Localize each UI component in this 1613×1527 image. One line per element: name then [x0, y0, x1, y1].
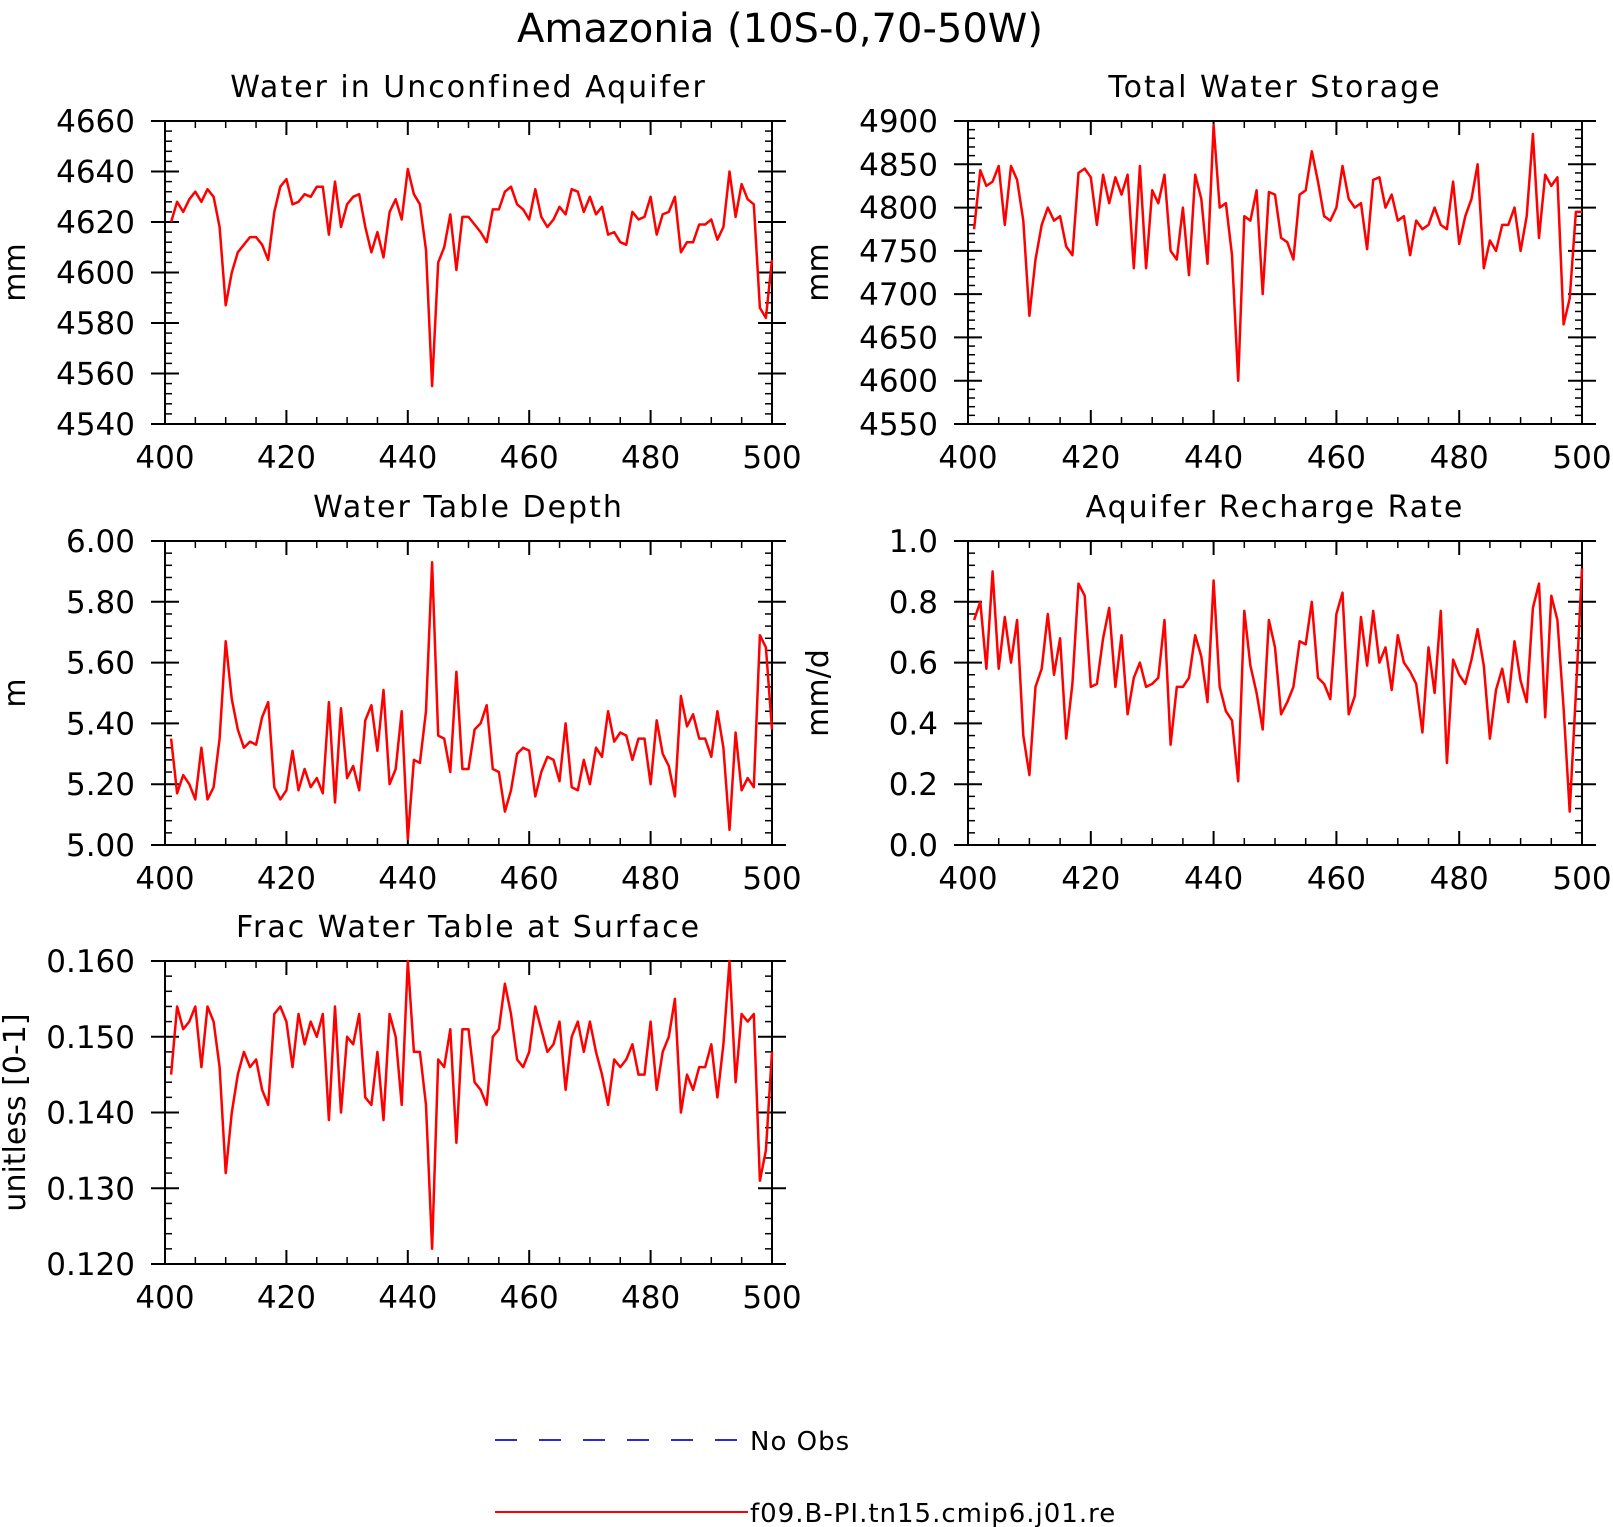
y-tick-label: 0.120	[46, 1247, 135, 1283]
x-tick-label: 440	[1184, 440, 1243, 476]
y-tick-label: 5.40	[66, 706, 135, 742]
x-tick-label: 400	[938, 861, 997, 897]
series-line	[169, 959, 774, 1251]
x-tick-label: 400	[938, 440, 997, 476]
series-line	[972, 568, 1584, 813]
legend-label-model: f09.B-PI.tn15.cmip6.j01.re	[750, 1499, 1116, 1527]
x-tick-label: 500	[1552, 861, 1611, 897]
y-tick-label: 0.0	[889, 828, 938, 864]
x-tick-label: 480	[621, 1280, 680, 1316]
plot-frame	[164, 120, 773, 425]
x-tick-label: 460	[1307, 440, 1366, 476]
y-tick-label: 0.160	[46, 944, 135, 980]
x-tick-label: 480	[1430, 440, 1489, 476]
x-tick-label: 460	[500, 1280, 559, 1316]
y-tick-label: 0.6	[889, 646, 938, 682]
y-tick-label: 6.00	[66, 524, 135, 560]
legend-label-no-obs: No Obs	[750, 1427, 850, 1457]
x-tick-label: 500	[742, 1280, 801, 1316]
y-tick-label: 4560	[56, 357, 135, 393]
x-tick-label: 420	[257, 1280, 316, 1316]
y-tick-label: 4580	[56, 306, 135, 342]
y-tick-label: 4550	[859, 407, 938, 443]
figure-title: Amazonia (10S-0,70-50W)	[517, 6, 1043, 52]
y-tick-label: 4640	[56, 155, 135, 191]
y-tick-label: 0.140	[46, 1096, 135, 1132]
y-tick-label: 4660	[56, 104, 135, 140]
x-tick-label: 440	[378, 861, 437, 897]
y-tick-label: 5.00	[66, 828, 135, 864]
y-tick-label: 5.80	[66, 585, 135, 621]
x-tick-label: 460	[500, 861, 559, 897]
panel-4: 400 420 440 460 480 500 0.0 0.2 0.4 0.6 0.8 1.0 Aqui…	[801, 490, 1612, 897]
y-tick-label: 0.4	[889, 706, 938, 742]
x-tick-label: 420	[257, 440, 316, 476]
x-tick-label: 460	[500, 440, 559, 476]
y-tick-label: 0.2	[889, 767, 938, 803]
y-tick-label: 4700	[859, 277, 938, 313]
x-tick-label: 480	[621, 440, 680, 476]
y-axis-label: mm/d	[801, 649, 836, 737]
y-tick-label: 4650	[859, 320, 938, 356]
y-tick-label: 0.150	[46, 1020, 135, 1056]
y-tick-label: 4540	[56, 407, 135, 443]
panel-title: Total Water Storage	[1107, 70, 1441, 105]
x-tick-label: 420	[257, 861, 316, 897]
y-tick-label: 4850	[859, 147, 938, 183]
panel-5: 400 420 440 460 480 500 0.120 0.130 0.140 0.150 0.…	[0, 910, 802, 1316]
y-tick-label: 0.130	[46, 1171, 135, 1207]
panels: 400 420 440 460 480 500 4540 4560 4580 4600 4620 46…	[0, 70, 1612, 1316]
y-axis-label: m	[0, 678, 33, 707]
panel-title: Aquifer Recharge Rate	[1086, 490, 1465, 525]
x-tick-label: 460	[1307, 861, 1366, 897]
x-tick-label: 440	[378, 440, 437, 476]
y-axis-label: mm	[801, 243, 836, 301]
y-tick-label: 4900	[859, 104, 938, 140]
y-tick-label: 4600	[859, 364, 938, 400]
panel-title: Water Table Depth	[313, 490, 624, 525]
y-axis-label: unitless [0-1]	[0, 1013, 33, 1211]
legend: No Obs f09.B-PI.tn15.cmip6.j01.re	[495, 1427, 1116, 1527]
x-tick-label: 480	[1430, 861, 1489, 897]
x-tick-label: 480	[621, 861, 680, 897]
y-tick-label: 5.60	[66, 646, 135, 682]
x-tick-label: 400	[135, 861, 194, 897]
panel-3: 400 420 440 460 480 500 5.00 5.20 5.40 5.60 5.80 6.…	[0, 490, 802, 897]
series-line	[169, 561, 774, 841]
y-axis-label: mm	[0, 243, 33, 301]
plot-frame	[164, 540, 773, 846]
y-tick-label: 1.0	[889, 524, 938, 560]
x-tick-label: 440	[378, 1280, 437, 1316]
x-tick-label: 400	[135, 1280, 194, 1316]
plot-frame	[967, 120, 1583, 425]
x-tick-label: 420	[1061, 440, 1120, 476]
x-tick-label: 400	[135, 440, 194, 476]
panel-title: Frac Water Table at Surface	[236, 910, 701, 945]
x-tick-label: 440	[1184, 861, 1243, 897]
x-tick-label: 500	[742, 861, 801, 897]
plot-frame	[967, 540, 1583, 846]
panel-1: 400 420 440 460 480 500 4540 4560 4580 4600 4620 46…	[0, 70, 802, 476]
panel-2: 400 420 440 460 480 500 4550 4600 4650 4700 4750 48…	[801, 70, 1612, 476]
x-tick-label: 500	[742, 440, 801, 476]
y-tick-label: 4620	[56, 205, 135, 241]
series-line	[972, 124, 1582, 382]
y-tick-label: 4750	[859, 234, 938, 270]
panel-title: Water in Unconfined Aquifer	[230, 70, 707, 105]
x-tick-label: 420	[1061, 861, 1120, 897]
series-line	[169, 167, 774, 388]
y-tick-label: 5.20	[66, 767, 135, 803]
y-tick-label: 4800	[859, 191, 938, 227]
y-tick-label: 4600	[56, 256, 135, 292]
y-tick-label: 0.8	[889, 585, 938, 621]
x-tick-label: 500	[1552, 440, 1611, 476]
